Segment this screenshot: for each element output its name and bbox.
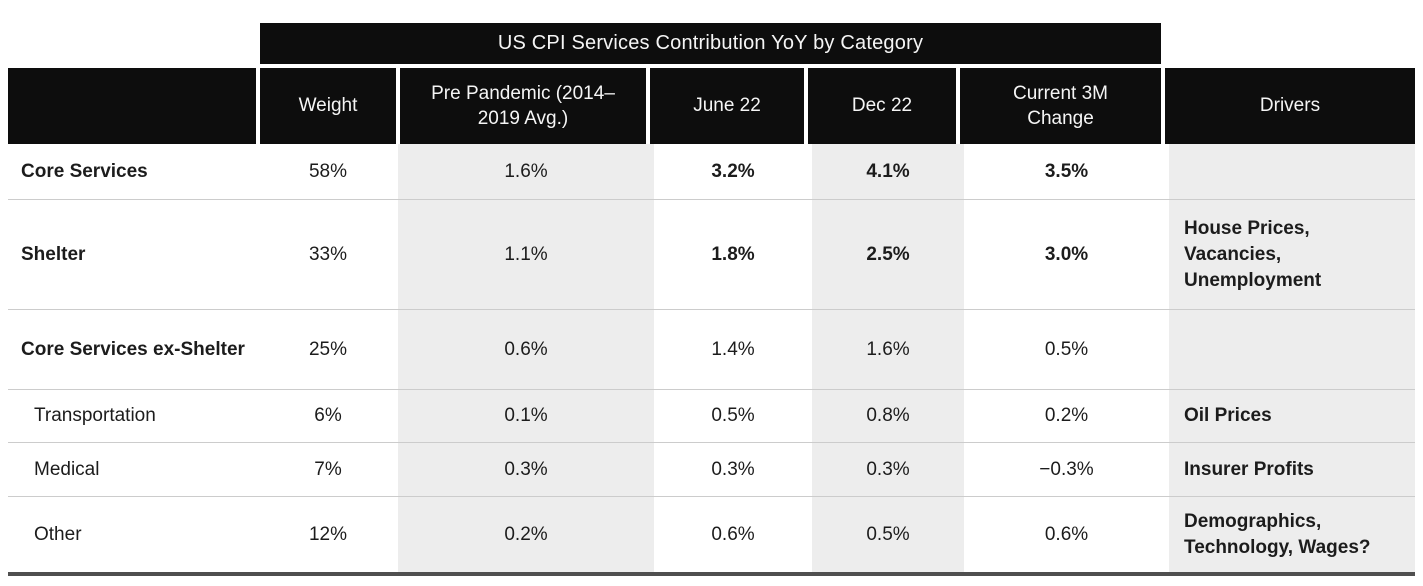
cell-june-22: 0.5% (711, 405, 755, 426)
driver-line: Insurer Profits (1184, 458, 1314, 480)
row-label: Other (34, 523, 82, 545)
cell-june-22: 3.2% (711, 160, 755, 182)
column-header-category (8, 68, 256, 144)
table-bottom-border (8, 572, 1415, 576)
table-row-core-services-ex-shelter: Core Services ex-Shelter 25% 0.6% 1.4% 1… (8, 309, 1415, 389)
table-row-other: Other 12% 0.2% 0.6% 0.5% 0.6% Demographi… (8, 496, 1415, 572)
cell-pre-pandemic: 0.6% (398, 310, 654, 389)
cell-pre-pandemic: 0.3% (398, 443, 654, 496)
cell-dec-22: 0.3% (812, 443, 964, 496)
column-header-drivers: Drivers (1165, 68, 1415, 144)
cell-weight: 12% (308, 523, 348, 545)
cell-weight: 33% (308, 243, 348, 265)
cell-dec-22: 1.6% (812, 310, 964, 389)
cell-current-3m-change: 3.0% (1044, 243, 1089, 265)
driver-line: House Prices, (1184, 217, 1310, 239)
column-header-june-22: June 22 (650, 68, 804, 144)
row-label: Shelter (21, 243, 86, 265)
driver-line: Oil Prices (1184, 405, 1272, 426)
cell-dec-22: 4.1% (812, 144, 964, 199)
driver-line: Unemployment (1184, 269, 1322, 291)
table-header-row: Weight Pre Pandemic (2014–2019 Avg.) Jun… (8, 68, 1415, 144)
driver-line: Vacancies, (1184, 243, 1282, 265)
column-header-weight: Weight (260, 68, 396, 144)
driver-line: Technology, Wages? (1184, 536, 1371, 558)
row-label: Transportation (34, 405, 156, 427)
cell-weight: 7% (314, 458, 342, 480)
cell-drivers (1169, 144, 1415, 199)
cell-june-22: 0.3% (711, 458, 755, 480)
cell-drivers: House Prices, Vacancies, Unemployment (1169, 200, 1415, 309)
table-title-bar: US CPI Services Contribution YoY by Cate… (260, 23, 1161, 64)
cell-june-22: 1.8% (711, 243, 755, 265)
cell-current-3m-change: 3.5% (1044, 160, 1089, 182)
cell-weight: 6% (314, 405, 342, 426)
cell-drivers: Oil Prices (1169, 390, 1415, 442)
column-header-dec-22: Dec 22 (808, 68, 956, 144)
driver-line: Demographics, (1184, 510, 1322, 532)
cell-pre-pandemic: 0.1% (398, 390, 654, 442)
cell-weight: 25% (308, 338, 348, 360)
cell-drivers: Demographics, Technology, Wages? (1169, 497, 1415, 572)
cell-dec-22: 2.5% (812, 200, 964, 309)
table: US CPI Services Contribution YoY by Cate… (8, 0, 1415, 576)
cell-pre-pandemic: 1.6% (398, 144, 654, 199)
cell-pre-pandemic: 0.2% (398, 497, 654, 572)
table-row-shelter: Shelter 33% 1.1% 1.8% 2.5% 3.0% House Pr… (8, 199, 1415, 309)
table-row-transportation: Transportation 6% 0.1% 0.5% 0.8% 0.2% Oi… (8, 389, 1415, 442)
cell-current-3m-change: −0.3% (1039, 458, 1094, 480)
row-label: Medical (34, 458, 100, 480)
cell-drivers (1169, 310, 1415, 389)
cell-dec-22: 0.8% (812, 390, 964, 442)
cell-weight: 58% (308, 160, 348, 182)
cell-current-3m-change: 0.5% (1044, 338, 1089, 360)
table-row-core-services: Core Services 58% 1.6% 3.2% 4.1% 3.5% (8, 144, 1415, 199)
row-label: Core Services ex-Shelter (21, 338, 245, 360)
table-title: US CPI Services Contribution YoY by Cate… (497, 32, 924, 54)
cell-june-22: 1.4% (711, 338, 755, 360)
column-header-current-3m-change: Current 3M Change (960, 68, 1161, 144)
cell-drivers: Insurer Profits (1169, 443, 1415, 496)
column-header-pre-pandemic: Pre Pandemic (2014–2019 Avg.) (400, 68, 646, 144)
cell-june-22: 0.6% (711, 523, 755, 545)
cell-pre-pandemic: 1.1% (398, 200, 654, 309)
row-label: Core Services (21, 160, 148, 182)
cell-current-3m-change: 0.2% (1044, 405, 1089, 426)
table-row-medical: Medical 7% 0.3% 0.3% 0.3% −0.3% Insurer … (8, 442, 1415, 496)
cell-current-3m-change: 0.6% (1044, 523, 1089, 545)
cell-dec-22: 0.5% (812, 497, 964, 572)
table-body: Core Services 58% 1.6% 3.2% 4.1% 3.5% Sh… (8, 144, 1415, 572)
